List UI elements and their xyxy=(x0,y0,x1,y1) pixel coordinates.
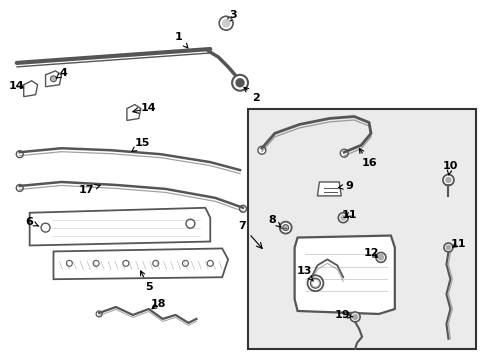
Circle shape xyxy=(66,260,73,266)
Text: 18: 18 xyxy=(151,299,167,309)
Circle shape xyxy=(207,260,213,266)
Circle shape xyxy=(258,146,266,154)
Circle shape xyxy=(311,278,320,288)
Text: 6: 6 xyxy=(26,217,39,227)
Circle shape xyxy=(280,222,292,234)
Circle shape xyxy=(338,213,348,223)
Polygon shape xyxy=(294,235,395,314)
Text: 17: 17 xyxy=(78,185,100,195)
Text: 19: 19 xyxy=(335,310,353,320)
Text: 8: 8 xyxy=(268,215,281,227)
Polygon shape xyxy=(24,81,38,96)
Circle shape xyxy=(96,311,102,317)
Polygon shape xyxy=(46,71,61,87)
Circle shape xyxy=(341,215,346,220)
Text: 7: 7 xyxy=(238,221,246,231)
Circle shape xyxy=(350,312,360,322)
Circle shape xyxy=(222,20,230,27)
Circle shape xyxy=(340,149,348,157)
Text: 11: 11 xyxy=(342,210,357,220)
Circle shape xyxy=(376,252,386,262)
Text: 16: 16 xyxy=(359,149,377,168)
Polygon shape xyxy=(318,182,341,196)
Circle shape xyxy=(16,184,23,192)
Circle shape xyxy=(41,223,50,232)
Polygon shape xyxy=(127,105,141,121)
Circle shape xyxy=(240,205,246,212)
Text: 11: 11 xyxy=(451,239,466,248)
Circle shape xyxy=(186,219,195,228)
Circle shape xyxy=(182,260,189,266)
Circle shape xyxy=(50,76,56,82)
Text: 14: 14 xyxy=(9,81,24,91)
Text: 3: 3 xyxy=(226,10,237,23)
Circle shape xyxy=(446,245,451,249)
Circle shape xyxy=(443,175,454,185)
Text: 4: 4 xyxy=(56,68,67,78)
Text: 1: 1 xyxy=(174,32,188,48)
Circle shape xyxy=(232,75,248,91)
Text: 13: 13 xyxy=(297,266,314,281)
Circle shape xyxy=(378,255,383,260)
Text: 10: 10 xyxy=(443,161,458,175)
Bar xyxy=(248,109,476,349)
Circle shape xyxy=(444,243,453,252)
Circle shape xyxy=(308,275,323,291)
Text: 12: 12 xyxy=(363,248,379,258)
Circle shape xyxy=(93,260,99,266)
Circle shape xyxy=(283,225,289,231)
Polygon shape xyxy=(53,248,228,279)
Circle shape xyxy=(446,177,451,183)
Circle shape xyxy=(123,260,129,266)
Text: 14: 14 xyxy=(141,103,157,113)
Circle shape xyxy=(16,151,23,158)
Circle shape xyxy=(236,79,244,87)
Circle shape xyxy=(353,314,358,319)
Text: 5: 5 xyxy=(141,271,152,292)
Circle shape xyxy=(219,16,233,30)
Text: 15: 15 xyxy=(132,138,150,152)
Circle shape xyxy=(313,281,318,286)
Text: 9: 9 xyxy=(339,181,353,191)
Polygon shape xyxy=(30,208,210,246)
Circle shape xyxy=(153,260,159,266)
Text: 2: 2 xyxy=(244,87,260,103)
